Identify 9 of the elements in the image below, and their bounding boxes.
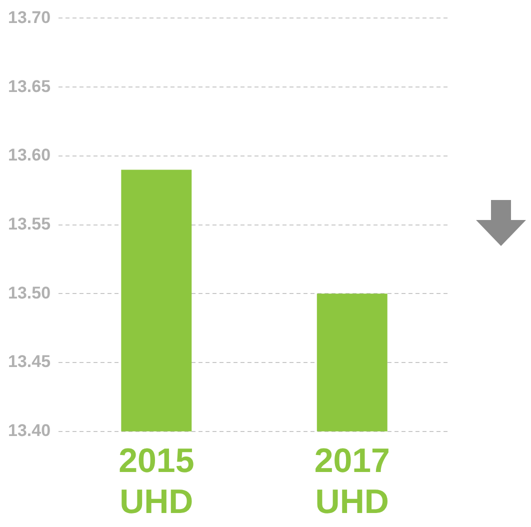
y-tick-label: 13.50 — [8, 283, 51, 302]
y-tick-label: 13.45 — [8, 352, 51, 372]
y-tick-label: 13.55 — [8, 214, 51, 234]
y-tick-label: 13.60 — [8, 146, 51, 165]
y-tick-label: 13.70 — [8, 8, 51, 27]
x-tick-label: 2015 UHD — [118, 442, 194, 521]
y-tick-label: 13.40 — [8, 421, 51, 440]
x-tick-label: 2017 UHD — [314, 442, 390, 521]
y-tick-label: 13.65 — [8, 76, 51, 96]
